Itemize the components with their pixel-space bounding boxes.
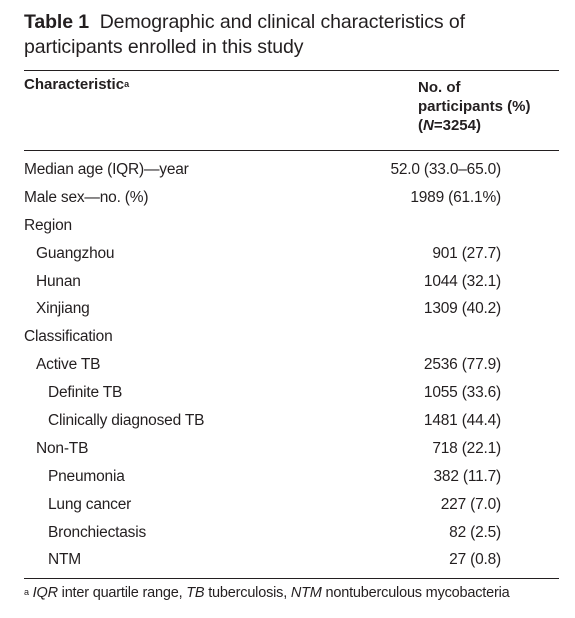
footnote-marker: a xyxy=(24,587,29,597)
table-top-rule xyxy=(24,70,559,71)
table-row: Region xyxy=(0,212,575,240)
header-participants-open: ( xyxy=(418,117,423,134)
table-row: NTM 27 (0.8) xyxy=(0,546,575,574)
table-row: Pneumonia 382 (11.7) xyxy=(0,463,575,491)
table-caption-text: Demographic and clinical characteristics… xyxy=(24,11,465,58)
header-participants-line2: participants (%) xyxy=(418,98,531,115)
table-row: Definite TB 1055 (33.6) xyxy=(0,379,575,407)
header-participants-n: N xyxy=(423,117,434,134)
row-value: 52.0 (33.0–65.0) xyxy=(390,161,501,178)
header-participants-line1: No. of xyxy=(418,79,461,96)
row-label: Bronchiectasis xyxy=(48,523,146,541)
row-value: 1309 (40.2) xyxy=(423,300,501,318)
table-row: Non-TB 718 (22.1) xyxy=(0,435,575,463)
row-value: 1055 (33.6) xyxy=(423,384,501,402)
row-label: Region xyxy=(24,216,72,234)
table-bottom-rule xyxy=(24,578,559,579)
row-label: Xinjiang xyxy=(36,300,90,318)
row-label: Male sex—no. (%) xyxy=(24,188,149,206)
row-value: 1044 (32.1) xyxy=(423,272,501,290)
row-value: 1989 (61.1%) xyxy=(410,188,501,206)
row-label: Active TB xyxy=(36,356,101,374)
header-characteristic: Characteristica xyxy=(24,75,129,95)
row-label: Hunan xyxy=(36,272,81,290)
footnote-def-iqr: inter quartile range, xyxy=(57,585,187,601)
row-value: 82 (2.5) xyxy=(449,523,501,541)
row-label: Definite TB xyxy=(48,384,123,402)
footnote-abbr-ntm: NTM xyxy=(290,585,322,601)
row-label: NTM xyxy=(48,551,81,569)
table-caption: Table 1 Demographic and clinical charact… xyxy=(24,10,564,60)
header-participants-total: =3254) xyxy=(433,117,481,134)
row-label: Lung cancer xyxy=(48,495,132,513)
footnote-abbr-iqr: IQR xyxy=(32,585,58,601)
table-row: Xinjiang 1309 (40.2) xyxy=(0,295,575,323)
footnote-def-tb: tuberculosis, xyxy=(204,585,291,601)
table-header-rule xyxy=(24,150,559,151)
table-row: Clinically diagnosed TB 1481 (44.4) xyxy=(0,407,575,435)
table-caption-label: Table 1 xyxy=(24,11,90,33)
table-body: Median age (IQR)—year 52.0 (33.0–65.0) M… xyxy=(0,156,575,574)
row-value: 901 (27.7) xyxy=(432,244,501,262)
row-label: Classification xyxy=(24,328,113,346)
row-label: Guangzhou xyxy=(36,244,115,262)
header-participants-line3: (N=3254) xyxy=(418,116,558,135)
header-footnote-marker: a xyxy=(124,79,130,89)
table-row: Median age (IQR)—year 52.0 (33.0–65.0) xyxy=(0,156,575,184)
row-value: 27 (0.8) xyxy=(449,551,501,569)
table-row: Hunan 1044 (32.1) xyxy=(0,268,575,296)
table-footnote: a IQR inter quartile range, TB tuberculo… xyxy=(24,583,510,603)
table-row: Classification xyxy=(0,323,575,351)
footnote-abbr-tb: TB xyxy=(186,585,205,601)
row-label: Pneumonia xyxy=(48,467,125,485)
header-characteristic-label: Characteristic xyxy=(24,76,125,93)
row-label: Clinically diagnosed TB xyxy=(48,412,205,430)
footnote-def-ntm: nontuberculous mycobacteria xyxy=(321,585,510,601)
row-value: 227 (7.0) xyxy=(440,495,501,513)
row-value: 382 (11.7) xyxy=(433,467,501,485)
row-value: 2536 (77.9) xyxy=(423,356,501,374)
row-label: Non-TB xyxy=(36,439,89,457)
table-row: Guangzhou 901 (27.7) xyxy=(0,240,575,268)
table-row: Lung cancer 227 (7.0) xyxy=(0,491,575,519)
table-row: Active TB 2536 (77.9) xyxy=(0,351,575,379)
row-value: 718 (22.1) xyxy=(432,439,501,457)
header-participants: No. of participants (%) (N=3254) xyxy=(418,78,558,135)
row-label: Median age (IQR)—year xyxy=(24,161,189,178)
table-row: Bronchiectasis 82 (2.5) xyxy=(0,519,575,547)
table-row: Male sex—no. (%) 1989 (61.1%) xyxy=(0,184,575,212)
row-value: 1481 (44.4) xyxy=(423,412,501,430)
